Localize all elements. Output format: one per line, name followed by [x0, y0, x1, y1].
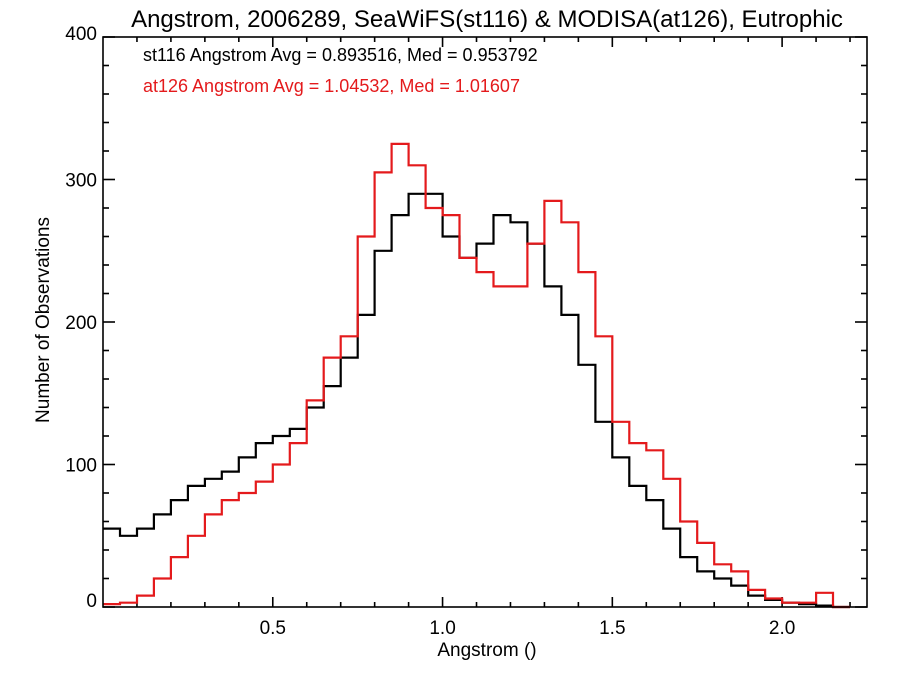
x-tick-label: 0.5 — [260, 618, 286, 639]
x-axis-label: Angstrom () — [437, 640, 536, 661]
y-tick-label: 400 — [65, 24, 97, 45]
y-tick-label: 0 — [86, 591, 97, 612]
y-tick-label: 300 — [65, 171, 97, 192]
y-axis-label: Number of Observations — [33, 217, 54, 423]
series-line-st116 — [103, 192, 850, 609]
legend-at126: at126 Angstrom Avg = 1.04532, Med = 1.01… — [143, 76, 520, 96]
y-tick-label: 200 — [65, 313, 97, 334]
x-tick-label: 1.5 — [599, 618, 625, 639]
series-line-at126 — [103, 142, 850, 609]
x-tick-label: 2.0 — [769, 618, 795, 639]
chart-title: Angstrom, 2006289, SeaWiFS(st116) & MODI… — [131, 6, 843, 33]
series-layer — [103, 142, 850, 609]
y-tick-label: 100 — [65, 456, 97, 477]
legend-st116: st116 Angstrom Avg = 0.893516, Med = 0.9… — [143, 45, 538, 65]
x-tick-label: 1.0 — [429, 618, 455, 639]
axis-ticks — [103, 36, 867, 608]
axis-tick-labels: 0.5 1.0 1.5 2.0 0 100 200 300 400 — [65, 24, 795, 639]
plot-frame — [102, 36, 868, 608]
